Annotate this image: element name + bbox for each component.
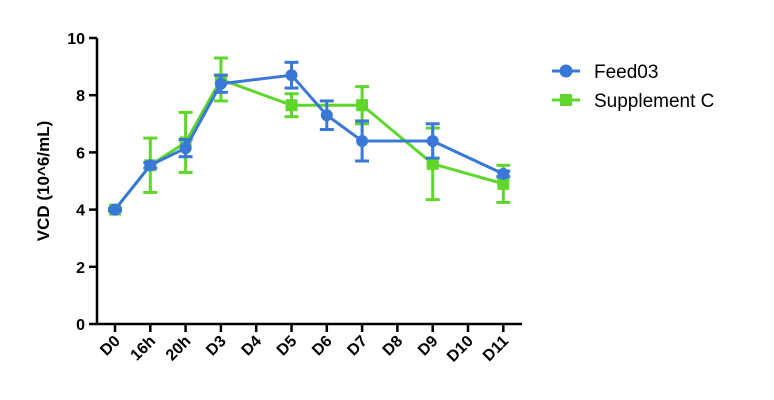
x-tick-label: D5 (274, 333, 301, 360)
y-tick-label: 10 (67, 31, 85, 48)
series-supplement-c (108, 56, 511, 216)
legend-marker (560, 94, 572, 106)
data-point (285, 99, 298, 112)
data-point (426, 157, 439, 170)
x-tick-label: D0 (97, 333, 124, 360)
x-tick-label: 20h (163, 333, 195, 365)
data-point (144, 159, 157, 172)
x-tick-label: D8 (380, 333, 407, 360)
data-point (320, 109, 333, 122)
legend-label: Feed03 (594, 62, 658, 83)
x-tick-label: D10 (444, 333, 477, 366)
x-tick-label: D6 (309, 333, 336, 360)
legend-marker (559, 64, 573, 78)
data-point (497, 167, 510, 180)
data-point (285, 69, 298, 82)
data-point (109, 203, 121, 216)
data-point (426, 134, 439, 147)
data-point (356, 134, 369, 147)
y-tick-label: 0 (76, 317, 85, 334)
x-tick-label: D4 (239, 333, 266, 360)
x-tick-label: D9 (415, 333, 442, 360)
x-tick-label: 16h (128, 333, 160, 365)
x-tick-label: D3 (203, 333, 230, 360)
y-tick-label: 2 (76, 260, 85, 277)
data-point (214, 77, 227, 90)
y-tick-label: 8 (76, 88, 85, 105)
series-feed03 (108, 60, 511, 216)
data-point (497, 177, 510, 190)
legend: Feed03 Supplement C (552, 62, 714, 112)
axes (95, 38, 522, 326)
legend-label: Supplement C (594, 91, 714, 112)
x-ticks: D0 16h 20h D3 D4 D5 D6 D7 D8 D9 D10 D11 (97, 324, 512, 366)
y-axis-label: VCD (10^6/mL) (34, 121, 53, 241)
series-layer (108, 56, 511, 216)
data-point (179, 142, 192, 155)
y-tick-label: 4 (76, 203, 85, 220)
series-line (113, 77, 504, 211)
data-point (356, 99, 369, 112)
y-tick-label: 6 (76, 145, 85, 162)
x-tick-label: D11 (480, 333, 512, 365)
x-tick-label: D7 (344, 333, 371, 360)
y-ticks: 0 2 4 6 8 10 (67, 31, 97, 334)
series-line (113, 73, 504, 211)
